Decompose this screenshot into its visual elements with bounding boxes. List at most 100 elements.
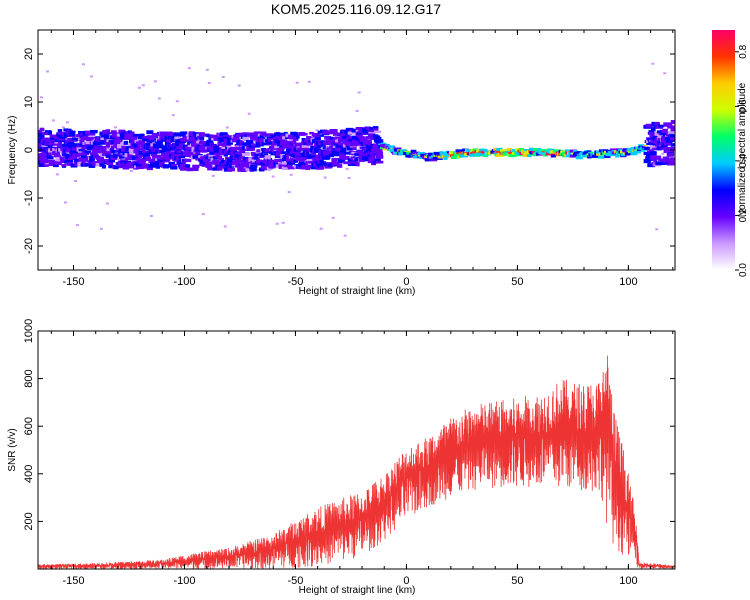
heatmap-cell bbox=[362, 147, 369, 152]
heatmap-cell bbox=[195, 142, 200, 147]
y-tick-label: 0 bbox=[23, 147, 35, 153]
x-tick-label: -50 bbox=[288, 575, 304, 587]
heatmap-cell bbox=[181, 160, 187, 164]
heatmap-cell bbox=[359, 138, 368, 142]
heatmap-cell bbox=[472, 148, 479, 152]
heatmap-cell bbox=[221, 146, 227, 149]
heatmap-cell bbox=[375, 139, 384, 144]
heatmap-cell bbox=[303, 141, 309, 146]
heatmap-cell bbox=[548, 148, 555, 152]
heatmap-cell bbox=[655, 142, 660, 147]
heatmap-cell bbox=[156, 140, 163, 145]
heatmap-cell bbox=[148, 158, 156, 163]
heatmap-cell bbox=[50, 134, 58, 139]
heatmap-cell bbox=[250, 167, 257, 172]
heatmap-cell bbox=[253, 138, 259, 141]
heatmap-cell bbox=[110, 149, 117, 153]
heatmap-cell bbox=[240, 159, 247, 164]
heatmap-cell bbox=[130, 135, 137, 139]
heatmap-cell bbox=[306, 158, 313, 162]
heatmap-cell bbox=[136, 158, 144, 163]
heatmap-cell bbox=[261, 147, 267, 151]
heatmap-cell bbox=[234, 158, 241, 162]
heatmap-cell bbox=[210, 157, 218, 162]
heatmap-cell bbox=[655, 126, 664, 129]
heatmap-cell bbox=[92, 148, 100, 154]
heatmap-cell bbox=[191, 136, 197, 141]
heatmap-cell bbox=[225, 126, 229, 129]
heatmap-cell bbox=[253, 139, 259, 143]
heatmap-cell bbox=[305, 166, 311, 170]
heatmap-cell bbox=[663, 72, 667, 75]
heatmap-cell bbox=[319, 134, 324, 137]
heatmap-cell bbox=[400, 149, 407, 153]
heatmap-cell bbox=[300, 152, 307, 156]
heatmap-cell bbox=[261, 131, 267, 136]
heatmap-cell bbox=[47, 145, 53, 149]
heatmap-cell bbox=[153, 134, 159, 139]
heatmap-cell bbox=[670, 120, 675, 125]
heatmap-cell bbox=[343, 234, 347, 237]
heatmap-cell bbox=[347, 139, 356, 142]
heatmap-cell bbox=[145, 152, 150, 156]
heatmap-cell bbox=[281, 145, 290, 149]
heatmap-cell bbox=[372, 128, 379, 132]
heatmap-cell bbox=[337, 164, 342, 168]
heatmap-cell bbox=[649, 151, 657, 156]
heatmap-cell bbox=[205, 141, 214, 145]
heatmap-cell bbox=[291, 148, 297, 152]
heatmap-cell bbox=[270, 134, 278, 138]
heatmap-cell bbox=[165, 141, 171, 146]
heatmap-cell bbox=[129, 169, 133, 172]
heatmap-cell bbox=[135, 148, 140, 153]
heatmap-cell bbox=[162, 145, 169, 150]
heatmap-cell bbox=[176, 150, 183, 154]
heatmap-cell bbox=[259, 134, 264, 139]
snr-axes: -150 -100 -50 0 50 100 200 400 600 800 1000 bbox=[23, 319, 675, 587]
heatmap-cell bbox=[495, 149, 504, 153]
heatmap-cell bbox=[63, 201, 67, 204]
heatmap-cell bbox=[139, 136, 144, 140]
bottom-x-axis-label: Height of straight line (km) bbox=[299, 585, 416, 596]
heatmap-cell bbox=[217, 155, 223, 160]
heatmap-cell bbox=[360, 153, 368, 157]
heatmap-cell bbox=[598, 149, 604, 153]
heatmap-cell bbox=[234, 144, 241, 147]
heatmap-cell bbox=[89, 145, 95, 149]
heatmap-cell bbox=[372, 145, 379, 150]
heatmap-cell bbox=[51, 119, 55, 122]
heatmap-cell bbox=[253, 131, 262, 136]
heatmap-cell bbox=[46, 156, 54, 160]
heatmap-cell bbox=[347, 176, 351, 179]
heatmap-cell bbox=[345, 167, 349, 170]
heatmap-cell bbox=[331, 157, 340, 162]
heatmap-cell bbox=[335, 144, 344, 148]
snr-marks bbox=[38, 355, 675, 569]
heatmap-cell bbox=[41, 151, 47, 155]
heatmap-cell bbox=[625, 152, 633, 156]
heatmap-cell bbox=[174, 136, 182, 141]
heatmap-cell bbox=[289, 150, 298, 155]
heatmap-cell bbox=[230, 148, 237, 153]
colorbar-label: Normalized spectral amplitude bbox=[737, 82, 748, 217]
heatmap-cell bbox=[84, 150, 92, 154]
heatmap-cell bbox=[661, 152, 665, 155]
heatmap-cell bbox=[223, 152, 228, 157]
heatmap-cell bbox=[122, 165, 130, 170]
y-tick-label: 1000 bbox=[23, 319, 35, 343]
heatmap-cell bbox=[119, 155, 125, 159]
heatmap-cell bbox=[185, 134, 189, 137]
heatmap-cell bbox=[108, 158, 116, 163]
heatmap-cell bbox=[55, 154, 61, 158]
heatmap-cell bbox=[171, 164, 177, 167]
heatmap-cell bbox=[667, 125, 675, 129]
heatmap-cell bbox=[344, 141, 352, 145]
heatmap-cell bbox=[669, 134, 675, 138]
heatmap-cell bbox=[539, 149, 548, 153]
heatmap-cell bbox=[287, 144, 296, 149]
chart-title: KOM5.2025.116.09.12.G17 bbox=[270, 1, 442, 17]
heatmap-cell bbox=[274, 139, 281, 144]
heatmap-cell bbox=[285, 158, 294, 163]
heatmap-cell bbox=[374, 144, 382, 148]
heatmap-cell bbox=[207, 82, 211, 85]
